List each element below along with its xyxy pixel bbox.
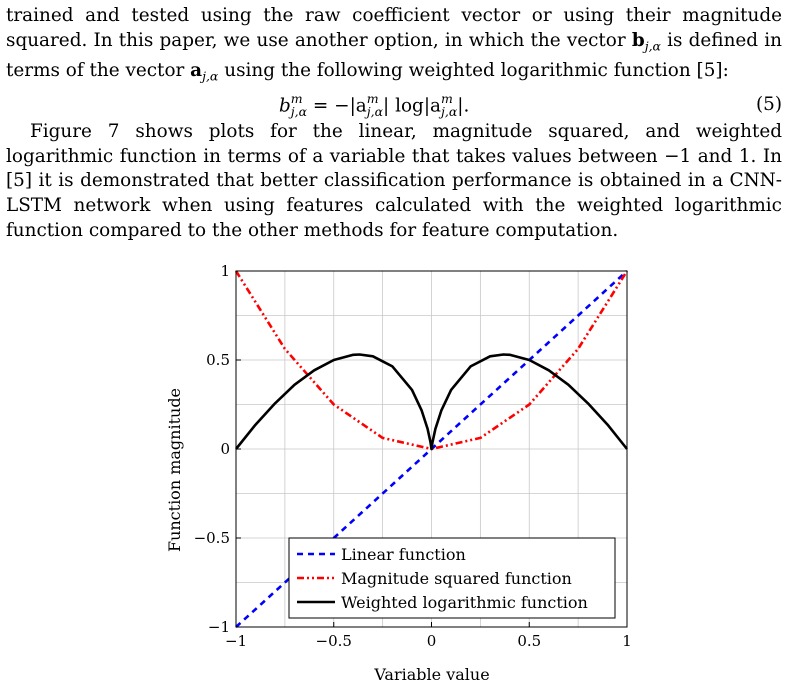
legend-entry-label: Weighted logarithmic function [341,593,588,612]
paragraph-2: Figure 7 shows plots for the linear, mag… [6,121,782,241]
paragraph-1: trained and tested using the raw coeffic… [6,4,782,89]
y-tick-label: −0.5 [194,529,230,547]
equation-number: (5) [755,94,782,116]
y-tick-label: 0.5 [206,351,230,369]
eq-a-sup: m [366,91,379,107]
y-axis-label: Function magnitude [165,388,184,552]
vector-a-subscript: j,α [202,68,219,84]
legend-entry-label: Magnitude squared function [341,569,572,588]
paragraph-1-middle: is defined in terms of the vector [6,29,782,81]
eq-middle-1: = −|a [307,95,367,117]
y-tick-label: −1 [208,618,230,636]
legend-box [288,537,616,619]
eq-a-sub: j,α [366,103,384,119]
paragraph-1-start: trained and tested using the raw coeffic… [6,5,782,51]
x-tick-label: 0 [427,632,437,650]
paragraph-1-end: using the following weighted logarithmic… [218,59,729,81]
eq-tail: |. [457,95,470,117]
eq-lhs-sup: m [290,91,303,107]
eq-a2-sup: m [440,91,453,107]
legend-entry-label: Linear function [341,545,466,564]
x-tick-label: −0.5 [316,632,352,650]
eq-a2-sub: j,α [440,103,458,119]
eq-lhs-var: b [279,95,291,117]
equation-5: b m j,α = −|a m j,α | log|a m j,α |. (5) [6,89,782,120]
series-line-2 [234,353,629,451]
chart-legend: Linear function Magnitude squared functio… [288,537,616,619]
y-tick-label: 0 [220,440,230,458]
x-tick-label: −1 [225,632,247,650]
vector-b-subscript: j,α [644,38,661,54]
x-tick-label: 0.5 [517,632,541,650]
x-axis-label: Variable value [373,665,489,684]
y-tick-label: 1 [220,262,230,280]
equation-body: b m j,α = −|a m j,α | log|a m j,α |. [279,93,469,119]
eq-middle-2: | log|a [383,95,441,117]
eq-lhs-sub: j,α [290,103,308,119]
chart-tick-labels: −1 −0.5 0 0.5 1 −1 −0.5 0 0.5 1 [194,262,632,650]
body-text: trained and tested using the raw coeffic… [6,4,782,243]
vector-b: b [631,29,645,51]
x-tick-label: 1 [622,632,632,650]
vector-a: a [190,59,203,81]
